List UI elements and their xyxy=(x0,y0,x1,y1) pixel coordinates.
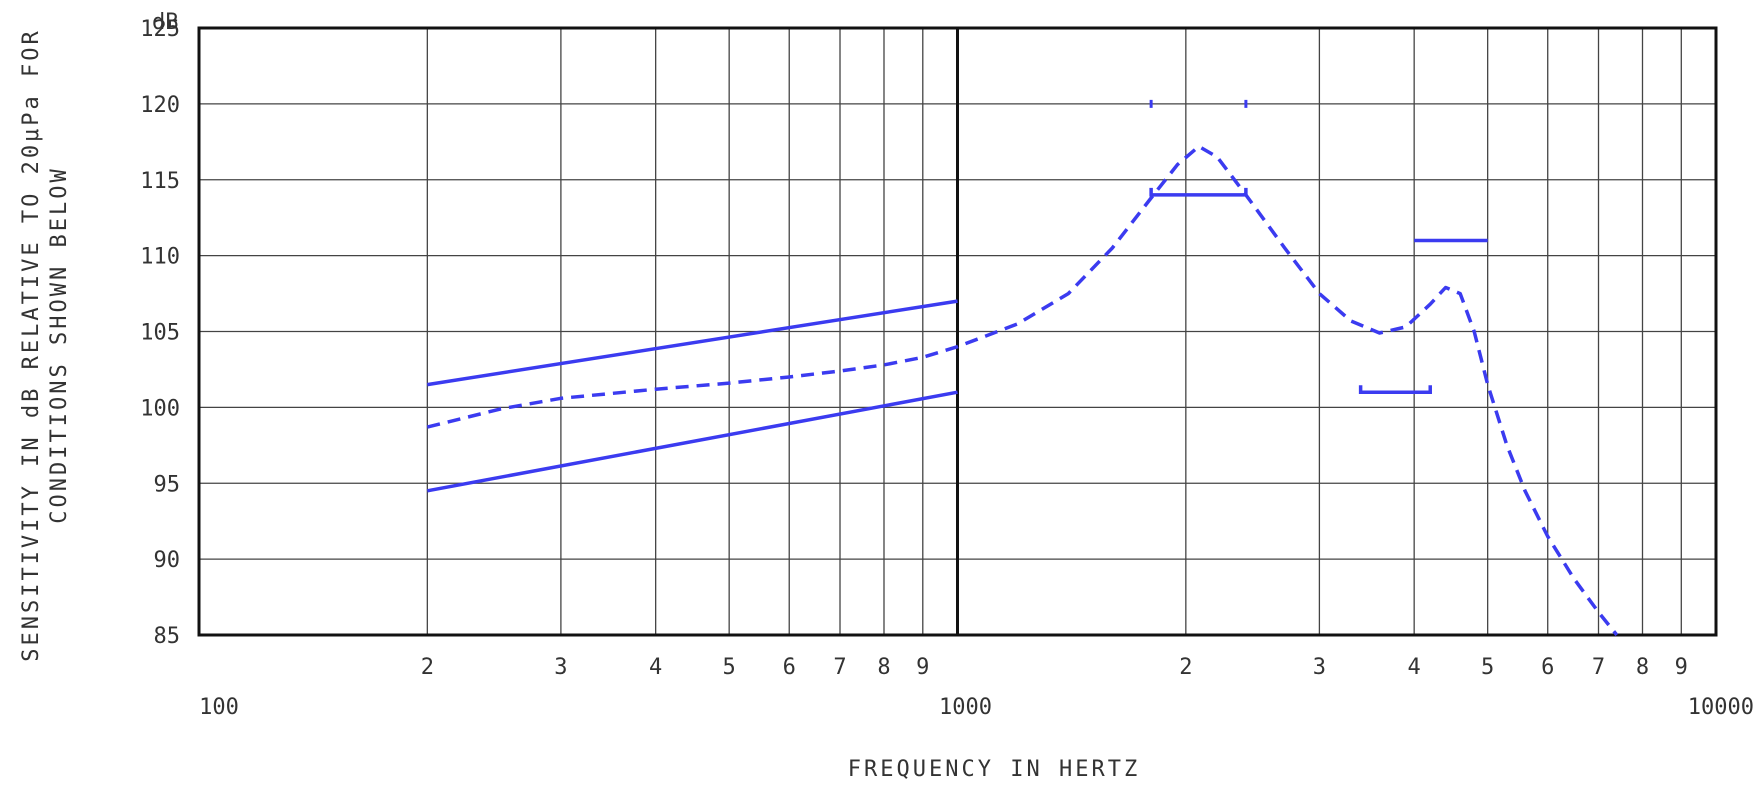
x-tick-label: 6 xyxy=(1541,655,1554,680)
y-tick-label: 100 xyxy=(140,396,180,421)
x-tick-label: 2 xyxy=(1179,655,1192,680)
x-tick-label: 2 xyxy=(421,655,434,680)
y-tick-label: 120 xyxy=(140,93,180,118)
x-decade-label: 1000 xyxy=(939,695,992,720)
x-tick-label: 4 xyxy=(1408,655,1421,680)
x-decade-label: 10000 xyxy=(1688,695,1754,720)
annotations xyxy=(1149,99,1488,394)
x-tick-label: 9 xyxy=(916,655,929,680)
x-tick-label: 9 xyxy=(1675,655,1688,680)
y-tick-label: 125 xyxy=(140,17,180,42)
y-axis-title-line-2: CONDITIONS SHOWN BELOW xyxy=(47,166,72,523)
data-series xyxy=(426,144,1619,637)
series-line-dashed xyxy=(426,144,1619,637)
x-tick-label: 6 xyxy=(783,655,796,680)
tick-labels: 85 90 95 100 105 110 115 120 125 2 3 4 5 6 7 8 9 2 3 4 5 6 7 8 9… xyxy=(140,17,1754,720)
x-tick-label: 8 xyxy=(1636,655,1649,680)
x-tick-label: 5 xyxy=(1481,655,1494,680)
y-unit-label: dB xyxy=(152,10,179,35)
x-tick-label: 4 xyxy=(649,655,662,680)
plot-frame xyxy=(197,26,1718,637)
x-tick-label: 3 xyxy=(554,655,567,680)
x-decade-label: 100 xyxy=(199,695,239,720)
x-tick-label: 5 xyxy=(723,655,736,680)
y-tick-label: 85 xyxy=(154,624,181,649)
x-axis-title: FREQUENCY IN HERTZ xyxy=(848,757,1140,782)
y-tick-label: 105 xyxy=(140,321,180,346)
y-axis-title-line-1: SENSITIVITY IN dB RELATIVE TO 20μPa FOR xyxy=(19,28,44,662)
x-tick-label: 3 xyxy=(1313,655,1326,680)
range-bracket xyxy=(1149,187,1248,197)
series-line-solid-2 xyxy=(426,390,958,493)
y-tick-label: 90 xyxy=(154,548,181,573)
range-bracket xyxy=(1358,385,1432,394)
y-tick-label: 110 xyxy=(140,245,180,270)
x-tick-label: 8 xyxy=(877,655,890,680)
x-tick-label: 7 xyxy=(833,655,846,680)
series-line-solid-1 xyxy=(427,299,958,387)
x-tick-label: 7 xyxy=(1592,655,1605,680)
grid xyxy=(197,26,1718,637)
y-tick-label: 95 xyxy=(154,472,181,497)
y-axis-title: SENSITIVITY IN dB RELATIVE TO 20μPa FOR … xyxy=(19,28,72,662)
y-tick-label: 115 xyxy=(140,169,180,194)
